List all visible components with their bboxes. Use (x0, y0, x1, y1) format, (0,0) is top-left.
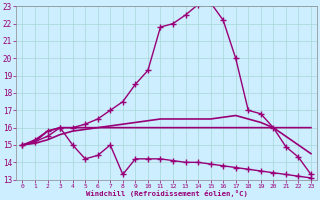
X-axis label: Windchill (Refroidissement éolien,°C): Windchill (Refroidissement éolien,°C) (86, 190, 248, 197)
